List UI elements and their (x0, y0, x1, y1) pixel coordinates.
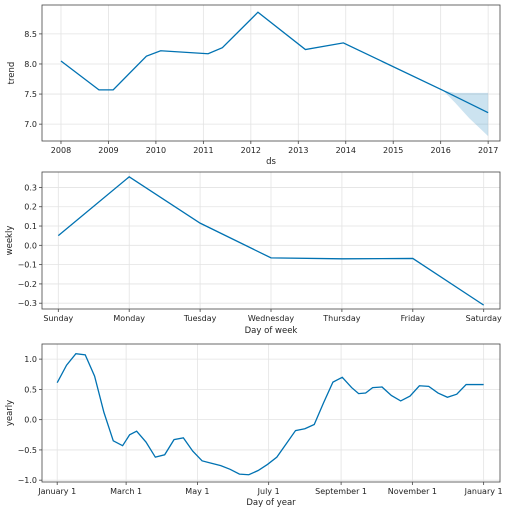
x-tick-label: Thursday (322, 314, 360, 323)
y-tick-label: 0.0 (24, 241, 37, 250)
x-axis-title: Day of week (245, 326, 298, 336)
y-axis-title: trend (7, 62, 17, 85)
x-tick-label: 2015 (383, 146, 403, 155)
y-tick-label: 0.2 (24, 203, 37, 212)
weekly-panel: Sunday Monday Tuesday Wednesday Thursday Frid… (5, 171, 502, 336)
plot-frame (41, 343, 501, 483)
uncertainty-band (443, 90, 489, 137)
y-tick-label: −0.5 (18, 446, 37, 455)
x-tick-label: 2012 (241, 146, 261, 155)
x-axis-title: ds (266, 157, 276, 167)
x-tick-label: September 1 (315, 487, 367, 496)
x-tick-label: March 1 (110, 487, 142, 496)
y-tick-label: −0.1 (18, 261, 37, 270)
x-tick-label: 2014 (336, 146, 356, 155)
x-tick-label: November 1 (388, 487, 437, 496)
y-tick-label: −0.2 (18, 280, 37, 289)
x-tick-label: Wednesday (248, 314, 295, 323)
trend-series-line (60, 11, 489, 114)
y-tick-label: 0.5 (24, 385, 37, 394)
x-tick-label: 2010 (146, 146, 166, 155)
y-tick-label: 0.1 (24, 222, 37, 231)
y-tick-label: 7.0 (24, 120, 37, 129)
y-tick-label: 1.0 (24, 355, 37, 364)
y-tick-label: 0.3 (24, 183, 37, 192)
x-tick-label: July 1 (257, 487, 280, 496)
y-tick-label: 7.5 (24, 90, 37, 99)
x-tick-label: Friday (401, 314, 426, 323)
x-tick-label: January 1 (464, 487, 503, 496)
yearly-panel: January 1 March 1 May 1 July 1 September 1 No… (5, 343, 503, 508)
x-tick-label: 2011 (193, 146, 213, 155)
plot-frame (41, 4, 501, 142)
y-tick-label: 8.0 (24, 60, 37, 69)
x-axis-title: Day of year (246, 498, 296, 508)
x-tick-label: Saturday (466, 314, 502, 323)
y-axis-title: yearly (5, 400, 15, 426)
x-tick-label: 2008 (51, 146, 71, 155)
x-tick-label: 2016 (430, 146, 450, 155)
y-axis-title: weekly (5, 226, 15, 256)
x-tick-label: May 1 (185, 487, 209, 496)
y-tick-label: 0.0 (24, 416, 37, 425)
x-tick-label: 2013 (288, 146, 308, 155)
yearly-series-line (56, 352, 484, 476)
x-tick-label: Tuesday (183, 314, 217, 323)
weekly-series-line (57, 176, 485, 306)
trend-panel: 2008 2009 2010 2011 2012 2013 2014 2015 2016 2017… (7, 4, 501, 167)
x-tick-label: 2009 (98, 146, 118, 155)
y-tick-label: 8.5 (24, 30, 37, 39)
y-tick-label: −1.0 (18, 476, 37, 485)
x-tick-label: 2017 (478, 146, 498, 155)
x-tick-label: January 1 (37, 487, 76, 496)
x-tick-label: Monday (113, 314, 145, 323)
x-tick-label: Sunday (43, 314, 73, 323)
y-tick-label: −0.3 (18, 299, 37, 308)
